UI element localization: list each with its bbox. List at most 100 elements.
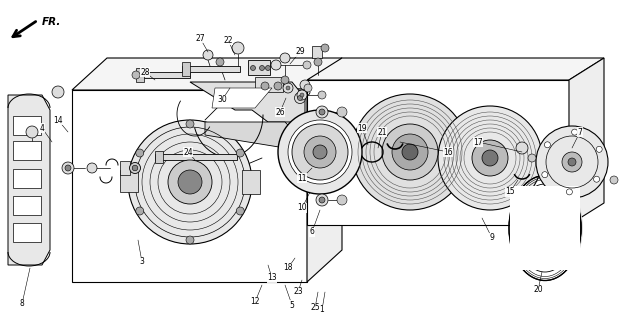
Circle shape: [472, 140, 508, 176]
Circle shape: [316, 194, 328, 206]
Circle shape: [281, 76, 289, 84]
Circle shape: [382, 124, 438, 180]
Text: 28: 28: [140, 68, 150, 76]
Circle shape: [232, 42, 244, 54]
Circle shape: [186, 120, 194, 128]
Circle shape: [571, 129, 578, 135]
Text: 26: 26: [275, 108, 285, 116]
Polygon shape: [190, 82, 305, 122]
Circle shape: [280, 53, 290, 63]
Circle shape: [304, 136, 336, 168]
Bar: [13, 196, 41, 215]
Circle shape: [260, 66, 265, 70]
Text: 6: 6: [309, 228, 314, 236]
Polygon shape: [307, 58, 604, 80]
Circle shape: [337, 107, 347, 117]
Bar: [248, 60, 270, 75]
Circle shape: [178, 170, 202, 194]
Circle shape: [482, 150, 498, 166]
Circle shape: [65, 165, 71, 171]
Text: 24: 24: [183, 148, 193, 156]
Bar: [155, 151, 163, 163]
Polygon shape: [8, 95, 50, 265]
Text: 3: 3: [140, 258, 145, 267]
Bar: [13, 141, 41, 160]
Text: 17: 17: [473, 138, 483, 147]
Bar: [182, 62, 190, 76]
Bar: [120, 170, 138, 192]
Circle shape: [236, 207, 244, 215]
Circle shape: [596, 146, 602, 152]
Circle shape: [294, 92, 306, 103]
Circle shape: [250, 66, 255, 70]
Text: 27: 27: [195, 34, 205, 43]
Circle shape: [566, 189, 573, 195]
Bar: [242, 170, 260, 194]
Text: 19: 19: [357, 124, 367, 132]
Text: 8: 8: [20, 300, 24, 308]
Circle shape: [319, 197, 325, 203]
Text: 9: 9: [489, 234, 494, 243]
Circle shape: [542, 172, 548, 178]
Circle shape: [136, 207, 144, 215]
Bar: [312, 46, 322, 58]
Circle shape: [318, 91, 326, 99]
Circle shape: [136, 149, 144, 157]
Circle shape: [132, 165, 138, 171]
Text: FR.: FR.: [42, 17, 61, 27]
Circle shape: [316, 106, 328, 118]
Text: 4: 4: [40, 124, 45, 132]
Circle shape: [562, 152, 582, 172]
Circle shape: [402, 144, 418, 160]
Bar: [182, 66, 240, 72]
Text: 25: 25: [310, 303, 320, 313]
Circle shape: [300, 93, 304, 97]
Circle shape: [52, 86, 64, 98]
Circle shape: [321, 44, 329, 52]
Circle shape: [274, 82, 282, 90]
Circle shape: [278, 110, 362, 194]
Polygon shape: [569, 58, 604, 225]
Bar: [510, 186, 580, 270]
Circle shape: [128, 120, 252, 244]
Circle shape: [313, 145, 327, 159]
Circle shape: [438, 106, 542, 210]
Circle shape: [26, 126, 38, 138]
Circle shape: [528, 154, 536, 162]
Bar: [13, 223, 41, 242]
Text: 21: 21: [377, 127, 387, 137]
Circle shape: [352, 94, 468, 210]
Bar: [120, 161, 130, 175]
Text: 15: 15: [505, 188, 515, 196]
Circle shape: [186, 236, 194, 244]
Circle shape: [203, 50, 213, 60]
Circle shape: [168, 160, 212, 204]
Circle shape: [216, 58, 224, 66]
Bar: [13, 169, 41, 188]
Text: 23: 23: [293, 287, 303, 297]
Circle shape: [594, 176, 599, 182]
Bar: [155, 154, 237, 160]
Circle shape: [545, 142, 550, 148]
Circle shape: [62, 162, 74, 174]
Text: 12: 12: [250, 298, 260, 307]
Circle shape: [319, 109, 325, 115]
Bar: [136, 68, 144, 82]
Circle shape: [271, 60, 281, 70]
Text: 13: 13: [267, 274, 277, 283]
Polygon shape: [72, 58, 342, 90]
Circle shape: [297, 90, 307, 100]
Circle shape: [314, 58, 322, 66]
Text: 20: 20: [533, 285, 543, 294]
Circle shape: [236, 149, 244, 157]
Circle shape: [610, 176, 618, 184]
Circle shape: [297, 95, 302, 100]
Circle shape: [286, 86, 290, 90]
Circle shape: [300, 80, 310, 90]
Bar: [138, 72, 190, 78]
Polygon shape: [205, 122, 298, 148]
Text: 16: 16: [443, 148, 453, 156]
Circle shape: [303, 61, 311, 69]
Circle shape: [288, 120, 352, 184]
Circle shape: [516, 142, 528, 154]
